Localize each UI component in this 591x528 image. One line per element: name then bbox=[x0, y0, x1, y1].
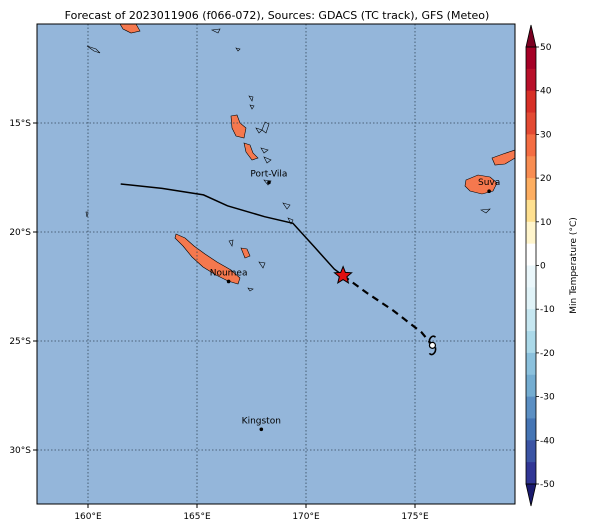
cyclone-icon bbox=[428, 335, 437, 356]
lat-tick-label: 25°S bbox=[9, 337, 31, 347]
island-small bbox=[263, 156, 272, 164]
colorbar-swatch bbox=[526, 440, 536, 463]
place-marker bbox=[267, 180, 271, 185]
map-title: Forecast of 2023011906 (f066-072), Sourc… bbox=[65, 9, 490, 22]
ocean-area bbox=[37, 24, 515, 504]
colorbar-swatch bbox=[526, 134, 536, 157]
lon-tick-label: 165°E bbox=[183, 512, 211, 522]
island-small bbox=[258, 261, 266, 269]
island-small bbox=[210, 28, 221, 34]
colorbar-swatch bbox=[526, 47, 536, 70]
place-marker bbox=[487, 189, 491, 194]
colorbar-swatch bbox=[526, 199, 536, 223]
island-small bbox=[480, 208, 491, 214]
colorbar-swatch bbox=[526, 265, 536, 288]
place-label: Port-Vila bbox=[250, 170, 287, 180]
island-small bbox=[86, 45, 101, 54]
lon-tick-label: 175°E bbox=[401, 512, 429, 522]
longitude-axis: 160°E 165°E 170°E 175°E bbox=[74, 504, 429, 522]
colorbar-swatch bbox=[526, 178, 536, 201]
island-small bbox=[85, 211, 89, 218]
colorbar-swatch bbox=[526, 68, 536, 92]
lat-tick-label: 15°S bbox=[9, 119, 31, 129]
lon-tick-label: 170°E bbox=[292, 512, 320, 522]
island-small bbox=[255, 127, 263, 134]
colorbar-tick-label: -50 bbox=[540, 480, 555, 490]
colorbar: 50 40 30 20 10 0 -10 -20 -30 -40 -50 Min Temperatu… bbox=[525, 24, 579, 507]
colorbar-swatch bbox=[526, 112, 536, 135]
island-espiritu-santo bbox=[230, 114, 247, 139]
colorbar-swatch bbox=[526, 309, 536, 332]
island-small bbox=[248, 95, 254, 102]
colorbar-label: Min Temperature (°C) bbox=[569, 217, 579, 314]
island-small bbox=[247, 287, 254, 292]
colorbar-swatch bbox=[526, 352, 536, 376]
island-small bbox=[260, 147, 269, 154]
island-small bbox=[249, 104, 255, 110]
colorbar-tick-label: 10 bbox=[540, 218, 552, 228]
colorbar-swatch bbox=[526, 156, 536, 179]
star-icon bbox=[333, 265, 353, 284]
map-content: Port-Vila Suva Noumea Kingston bbox=[37, 24, 515, 504]
lat-tick-label: 20°S bbox=[9, 228, 31, 238]
map-frame bbox=[36, 23, 516, 505]
colorbar-tick-label: -30 bbox=[540, 393, 555, 403]
observed-track-line bbox=[120, 183, 344, 277]
colorbar-swatch bbox=[526, 90, 536, 113]
colorbar-swatch bbox=[526, 418, 536, 441]
place-marker bbox=[259, 427, 264, 432]
place-marker bbox=[226, 279, 231, 284]
forecast-track-line bbox=[342, 274, 434, 347]
island-small bbox=[261, 121, 270, 134]
colorbar-swatch bbox=[526, 221, 536, 245]
colorbar-swatch bbox=[526, 287, 536, 310]
place-label: Noumea bbox=[210, 268, 248, 278]
graticule bbox=[37, 24, 515, 504]
island-vanua-levu bbox=[491, 149, 515, 166]
colorbar-tick-label: 40 bbox=[540, 87, 552, 97]
colorbar-tick-label: 0 bbox=[540, 262, 546, 272]
land-layer bbox=[85, 24, 515, 292]
colorbar-tick-label: -40 bbox=[540, 436, 555, 446]
island-small bbox=[282, 202, 291, 210]
colorbar-swatch bbox=[526, 243, 536, 266]
place-label: Kingston bbox=[242, 416, 281, 426]
place-label: Suva bbox=[478, 178, 500, 188]
places-layer: Port-Vila Suva Noumea Kingston bbox=[210, 170, 500, 432]
island-small bbox=[228, 239, 234, 247]
colorbar-tick-label: -10 bbox=[540, 305, 555, 315]
lat-tick-label: 30°S bbox=[9, 446, 31, 456]
latitude-axis: 15°S 20°S 25°S 30°S bbox=[9, 119, 37, 456]
island-malakula bbox=[243, 142, 259, 161]
colorbar-swatch bbox=[526, 374, 536, 397]
island-viti-levu bbox=[464, 174, 498, 195]
colorbar-tick-label: 20 bbox=[540, 174, 552, 184]
colorbar-tick-label: 50 bbox=[540, 43, 552, 53]
island-loyalty bbox=[240, 247, 251, 259]
colorbar-tick-label: -20 bbox=[540, 349, 555, 359]
island-small bbox=[235, 47, 241, 52]
colorbar-tick-label: 30 bbox=[540, 130, 552, 140]
colorbar-swatch bbox=[526, 396, 536, 419]
lon-tick-label: 160°E bbox=[74, 512, 102, 522]
colorbar-min-extension bbox=[525, 483, 537, 507]
island-grande-terre bbox=[174, 233, 241, 285]
island-solomon bbox=[119, 24, 141, 34]
colorbar-max-extension bbox=[525, 24, 537, 48]
colorbar-swatch bbox=[526, 462, 536, 485]
colorbar-swatch bbox=[526, 331, 536, 354]
